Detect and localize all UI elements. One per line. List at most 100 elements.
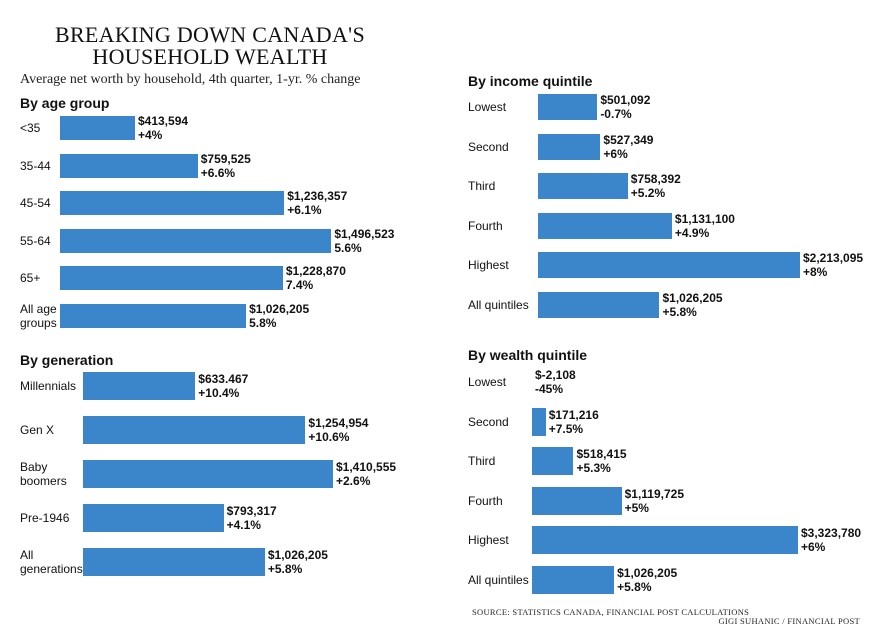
value-label: $1,026,205 +5.8% bbox=[617, 566, 677, 594]
bar-by-income-quintile-all-quintiles bbox=[538, 291, 660, 318]
category-label: All quintiles bbox=[468, 572, 529, 587]
change-label: +5.2% bbox=[630, 186, 666, 200]
value-label: $-2,108 -45% bbox=[535, 368, 576, 396]
change-label: +7.5% bbox=[548, 421, 584, 436]
amount-label: $633.467 bbox=[198, 372, 249, 386]
value-label: $171,216 +7.5% bbox=[549, 408, 599, 436]
bar-by-income-quintile-lowest bbox=[538, 94, 598, 120]
change-label: +4% bbox=[137, 128, 163, 142]
category-label: 45-54 bbox=[20, 196, 51, 210]
category-label: Third bbox=[468, 179, 496, 193]
change-label: +6.1% bbox=[287, 203, 322, 217]
bar-by-wealth-quintile-third bbox=[532, 447, 574, 475]
bar-by-wealth-quintile-second bbox=[532, 407, 546, 436]
change-label: -0.7% bbox=[600, 107, 632, 121]
change-label: +10.4% bbox=[198, 386, 240, 400]
chart-subtitle: Average net worth by household, 4th quar… bbox=[20, 72, 361, 87]
credit-note: GIGI SUHANIC / FINANCIAL POST bbox=[718, 616, 860, 626]
bar-by-income-quintile-second bbox=[538, 133, 601, 160]
value-label: $759,525 +6.6% bbox=[201, 152, 251, 180]
amount-label: $1,410,555 bbox=[336, 460, 397, 474]
category-label: Baby boomers bbox=[20, 460, 67, 488]
category-label: Second bbox=[468, 139, 509, 154]
change-label: +8% bbox=[803, 265, 828, 279]
amount-label: $413,594 bbox=[137, 114, 189, 128]
panel-title-by-age-group: By age group bbox=[20, 95, 110, 111]
value-label: $1,026,205 +5.8% bbox=[268, 548, 328, 576]
amount-label: $1,026,205 bbox=[617, 565, 678, 580]
category-label: Lowest bbox=[468, 100, 507, 114]
change-label: +5.8% bbox=[662, 304, 697, 319]
change-label: +5% bbox=[624, 500, 649, 515]
bar-by-age-group-all-age-groups bbox=[60, 303, 247, 328]
value-label: $413,594 +4% bbox=[138, 114, 188, 142]
value-label: $758,392 +5.2% bbox=[631, 172, 681, 200]
value-label: $3,323,780 +6% bbox=[801, 526, 861, 554]
value-label: $1,496,523 5.6% bbox=[334, 227, 394, 255]
value-label: $527,349 +6% bbox=[603, 133, 653, 161]
value-label: $1,026,205 5.8% bbox=[249, 302, 309, 330]
bar-by-income-quintile-third bbox=[538, 173, 628, 199]
change-label: +5.3% bbox=[576, 461, 611, 475]
category-label: Third bbox=[468, 454, 496, 468]
bar-by-generation-baby-boomers bbox=[83, 460, 333, 488]
value-label: $518,415 +5.3% bbox=[576, 447, 626, 475]
value-label: $1,410,555 +2.6% bbox=[336, 460, 396, 488]
bar-by-age-group-65 bbox=[60, 266, 283, 290]
category-label: Second bbox=[468, 414, 509, 429]
change-label: +4.9% bbox=[674, 225, 710, 240]
amount-label: $1,026,205 bbox=[249, 301, 310, 316]
amount-label: $1,131,100 bbox=[674, 211, 735, 226]
value-label: $1,131,100 +4.9% bbox=[675, 212, 735, 240]
amount-label: $1,119,725 bbox=[624, 486, 685, 501]
bar-by-age-group-35 bbox=[60, 116, 135, 140]
amount-label: $1,254,954 bbox=[308, 416, 369, 430]
amount-label: $1,236,357 bbox=[287, 189, 348, 203]
value-label: $633.467 +10.4% bbox=[198, 372, 248, 400]
value-label: $1,254,954 +10.6% bbox=[308, 416, 368, 444]
category-label: <35 bbox=[20, 121, 41, 135]
bar-by-age-group-55-64 bbox=[60, 228, 332, 253]
bar-by-age-group-45-54 bbox=[60, 191, 285, 215]
bar-by-generation-pre-1946 bbox=[83, 504, 224, 532]
value-label: $2,213,095 +8% bbox=[803, 251, 863, 279]
category-label: Fourth bbox=[468, 218, 503, 233]
bar-by-income-quintile-highest bbox=[538, 252, 800, 278]
amount-label: $3,323,780 bbox=[801, 526, 862, 540]
amount-label: $501,092 bbox=[600, 93, 651, 107]
amount-label: $759,525 bbox=[200, 151, 251, 166]
category-label: Highest bbox=[468, 258, 509, 272]
change-label: +5.8% bbox=[267, 562, 303, 576]
change-label: 7.4% bbox=[285, 278, 314, 292]
bar-by-wealth-quintile-fourth bbox=[532, 486, 622, 515]
category-label: 55-64 bbox=[20, 233, 51, 248]
amount-label: $793,317 bbox=[226, 504, 277, 518]
source-note: SOURCE: STATISTICS CANADA, FINANCIAL POS… bbox=[472, 607, 750, 617]
panel-title-by-wealth-quintile: By wealth quintile bbox=[468, 347, 588, 363]
value-label: $793,317 +4.1% bbox=[227, 504, 277, 532]
bar-by-generation-gen-x bbox=[83, 416, 306, 444]
category-label: Millennials bbox=[20, 379, 77, 393]
panel-title-by-generation: By generation bbox=[20, 352, 114, 368]
amount-label: $1,228,870 bbox=[285, 264, 346, 278]
bar-by-wealth-quintile-all-quintiles bbox=[532, 565, 615, 594]
category-label: 35-44 bbox=[20, 158, 51, 173]
amount-label: $518,415 bbox=[576, 447, 627, 461]
bar-by-age-group-35-44 bbox=[60, 153, 198, 178]
change-label: 5.8% bbox=[249, 315, 277, 330]
amount-label: $1,496,523 bbox=[334, 226, 395, 241]
bar-by-generation-millennials bbox=[83, 372, 196, 400]
bar-by-wealth-quintile-highest bbox=[532, 526, 798, 554]
category-label: Highest bbox=[468, 533, 509, 547]
category-label: All quintiles bbox=[468, 297, 529, 312]
change-label: -45% bbox=[535, 382, 564, 396]
change-label: +2.6% bbox=[336, 474, 371, 488]
change-label: +4.1% bbox=[226, 518, 261, 532]
change-label: +6% bbox=[603, 146, 628, 161]
category-label: All age groups bbox=[20, 301, 57, 330]
category-label: Pre-1946 bbox=[20, 511, 70, 525]
amount-label: $758,392 bbox=[630, 172, 681, 186]
panel-title-by-income-quintile: By income quintile bbox=[468, 73, 593, 89]
change-label: +5.8% bbox=[617, 579, 652, 594]
value-label: $1,026,205 +5.8% bbox=[662, 291, 722, 319]
